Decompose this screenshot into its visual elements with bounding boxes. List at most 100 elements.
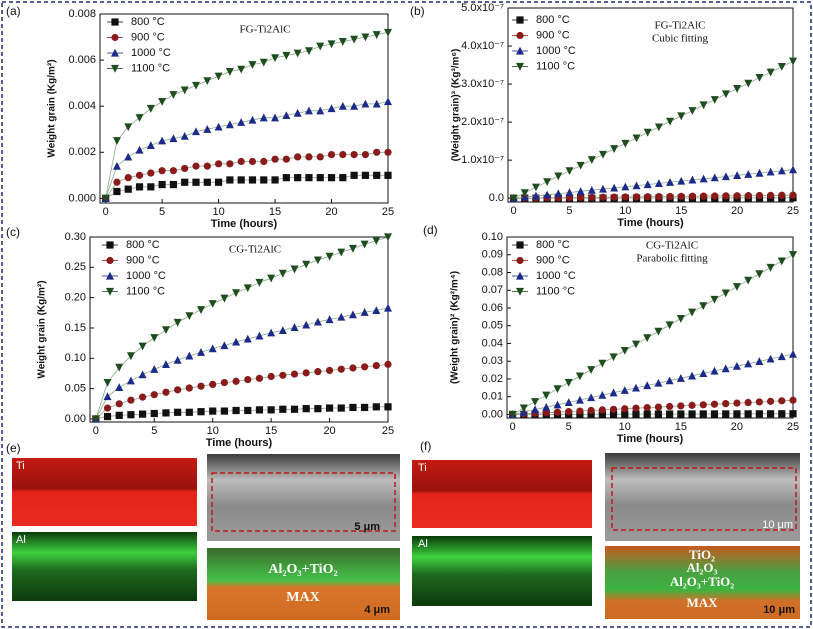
marker [384, 171, 392, 179]
marker [255, 374, 264, 382]
marker [654, 403, 663, 411]
marker [316, 106, 325, 115]
marker [789, 396, 797, 404]
marker [181, 178, 189, 186]
marker [243, 334, 252, 343]
marker [138, 370, 147, 379]
marker [115, 383, 124, 392]
marker [208, 344, 217, 353]
legend-label: 900 °C [536, 29, 570, 41]
marker [587, 406, 595, 415]
x-tick-label: 20 [731, 205, 743, 217]
marker [203, 125, 212, 133]
marker [226, 160, 234, 168]
marker [293, 49, 302, 58]
marker [372, 361, 380, 370]
marker [237, 118, 246, 126]
panel-label: (e) [6, 441, 21, 455]
marker [632, 134, 641, 143]
marker [699, 192, 708, 200]
marker [621, 410, 629, 418]
marker [185, 408, 193, 416]
marker [384, 303, 392, 312]
marker [113, 187, 121, 196]
marker [632, 404, 640, 412]
marker [587, 393, 596, 402]
marker [665, 321, 674, 330]
marker [384, 28, 392, 37]
y-tick-label: 0.07 [482, 284, 503, 296]
marker [278, 326, 287, 335]
y-tick-label: 0.004 [68, 100, 96, 112]
marker [598, 406, 606, 414]
marker [733, 192, 741, 200]
marker [185, 312, 194, 321]
y-tick-label: 0.05 [65, 383, 86, 395]
marker [699, 401, 707, 409]
plot-frame [99, 13, 389, 204]
marker [325, 252, 334, 261]
marker [384, 97, 392, 106]
marker [789, 191, 797, 199]
marker [361, 363, 369, 371]
marker [337, 248, 346, 257]
marker [531, 183, 540, 192]
marker [632, 193, 641, 201]
marker [553, 400, 562, 409]
y-tick-label: 0.05 [482, 320, 503, 332]
marker [271, 113, 280, 122]
marker [621, 405, 629, 413]
marker [103, 404, 112, 412]
marker [169, 180, 178, 189]
marker [721, 90, 730, 99]
marker [255, 331, 264, 340]
y-tick-label: 0.002 [68, 146, 96, 158]
marker [124, 174, 132, 182]
legend-label: 1100 °C [536, 285, 575, 297]
marker [543, 190, 552, 199]
marker [710, 410, 719, 418]
marker [158, 97, 167, 106]
marker [744, 192, 752, 200]
marker [654, 123, 663, 132]
marker [138, 410, 147, 418]
x-axis-label: Time (hours) [617, 217, 684, 229]
marker [372, 99, 381, 108]
marker [348, 310, 357, 319]
marker [161, 360, 170, 368]
y-tick-label: 2.0x10⁻⁷ [461, 116, 504, 128]
marker [699, 302, 708, 311]
marker [124, 123, 133, 132]
marker [644, 193, 652, 201]
marker [598, 390, 607, 399]
marker [643, 381, 652, 390]
marker [244, 406, 252, 415]
y-tick-label: 0.000 [68, 192, 96, 204]
marker [372, 403, 380, 411]
marker [214, 178, 223, 186]
marker [372, 31, 381, 39]
marker [112, 137, 121, 145]
x-tick-label: 10 [207, 425, 219, 437]
marker [666, 410, 674, 418]
marker [282, 174, 290, 182]
marker [384, 233, 392, 242]
marker [789, 165, 797, 174]
x-tick-label: 5 [151, 425, 157, 437]
marker [733, 410, 741, 418]
marker [766, 263, 775, 272]
marker [722, 192, 730, 200]
x-tick-label: 20 [323, 425, 335, 437]
marker [744, 359, 753, 368]
marker [349, 403, 357, 412]
marker [699, 101, 708, 110]
marker [755, 74, 764, 82]
marker [271, 54, 280, 62]
marker [290, 405, 299, 413]
marker [710, 366, 719, 375]
marker [232, 337, 241, 346]
y-tick-label: 0.09 [482, 249, 503, 261]
marker [520, 189, 529, 198]
marker [192, 81, 200, 90]
marker [327, 150, 336, 159]
